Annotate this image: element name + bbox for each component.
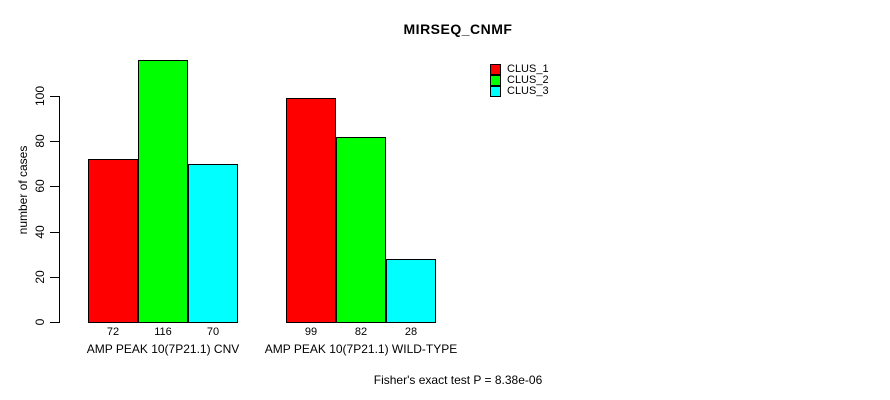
bar-clus_1-group2	[286, 98, 336, 323]
bar-value-label: 70	[206, 326, 220, 338]
y-axis-tick	[50, 96, 59, 97]
bar-clus_3-group1	[188, 164, 238, 323]
y-axis-tick-label: 20	[33, 270, 47, 284]
legend-row-clus_3: CLUS_3	[490, 86, 549, 97]
legend-label: CLUS_1	[507, 63, 549, 75]
legend-label: CLUS_2	[507, 74, 549, 86]
y-axis-tick	[50, 141, 59, 143]
legend-label: CLUS_3	[507, 85, 549, 97]
chart-title: MIRSEQ_CNMF	[403, 21, 513, 37]
bar-value-label: 116	[154, 326, 172, 338]
y-axis-tick	[50, 322, 59, 323]
legend-swatch-clus_3	[490, 86, 501, 97]
bar-value-label: 99	[304, 326, 318, 338]
y-axis-tick-label: 80	[33, 134, 47, 148]
bar-value-label: 72	[106, 326, 120, 338]
footer-note: Fisher's exact test P = 8.38e-06	[373, 373, 543, 387]
y-axis-tick	[50, 186, 59, 188]
legend-row-clus_1: CLUS_1	[490, 64, 549, 75]
bar-value-label: 82	[354, 326, 368, 338]
y-axis-tick-label: 0	[33, 318, 47, 326]
x-category-label: AMP PEAK 10(7P21.1) WILD-TYPE	[264, 342, 458, 356]
y-axis-tick	[50, 231, 59, 233]
y-axis-line	[59, 96, 60, 323]
bar-clus_1-group1	[88, 159, 138, 323]
legend-swatch-clus_1	[490, 64, 501, 75]
legend-row-clus_2: CLUS_2	[490, 75, 549, 86]
legend-swatch-clus_2	[490, 75, 501, 86]
y-axis-tick	[50, 276, 59, 278]
y-axis-title: number of cases	[16, 145, 30, 235]
y-axis-tick-label: 60	[33, 179, 47, 194]
y-axis-tick-label: 40	[33, 224, 47, 239]
legend: CLUS_1 CLUS_2 CLUS_3	[490, 64, 549, 97]
bar-clus_2-group2	[336, 137, 386, 323]
x-category-label: AMP PEAK 10(7P21.1) CNV	[86, 342, 240, 356]
y-axis-tick-label: 100	[33, 85, 47, 107]
bar-clus_2-group1	[138, 60, 188, 323]
bar-clus_3-group2	[386, 259, 436, 323]
bar-value-label: 28	[404, 326, 418, 338]
